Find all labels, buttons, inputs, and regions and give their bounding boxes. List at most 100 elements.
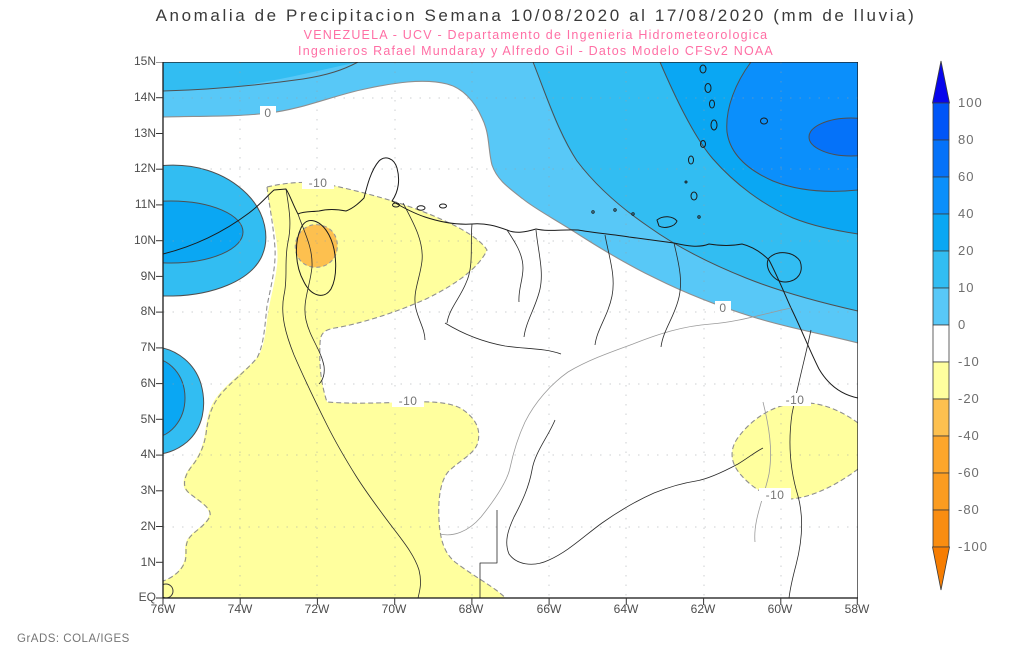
- contour-labels: 0 -10 0 -10 -10 -10: [260, 106, 811, 502]
- island-trinidad: [766, 252, 802, 283]
- contour-label-zero-ne: 0: [719, 301, 726, 315]
- border-internal-4: [523, 229, 542, 338]
- border-venezuela-brazil: [506, 419, 764, 565]
- border-venezuela-guyana: [788, 329, 812, 598]
- colorbar-seg-20-40: [932, 213, 950, 252]
- colorbar-seg-40-60: [932, 176, 950, 215]
- lat-label-12n: 12N: [133, 161, 156, 175]
- colorbar-label-minus20: -20: [958, 391, 980, 406]
- island-antilles-2: [704, 83, 712, 93]
- island-barbados: [760, 117, 768, 125]
- colorbar-label-minus10: -10: [958, 354, 980, 369]
- colorbar-seg-minus10-0: [932, 324, 950, 363]
- contour-10-line-west: [163, 62, 359, 92]
- contour-zero-corner-circle: [163, 583, 174, 598]
- grid-dotted: [163, 62, 858, 598]
- colorbar-label-minus100: -100: [958, 539, 988, 554]
- island-antilles-5: [700, 140, 706, 148]
- lat-label-10n: 10N: [133, 233, 156, 247]
- fill-40-60: [726, 62, 858, 192]
- lon-label-62w: 62W: [690, 602, 716, 616]
- island-antilles-1: [699, 64, 707, 74]
- lat-label-5n: 5N: [140, 412, 156, 426]
- colorbar-label-minus40: -40: [958, 428, 980, 443]
- lat-label-13n: 13N: [133, 126, 156, 140]
- border-andes-internal: [297, 213, 325, 385]
- lat-label-1n: 1N: [140, 555, 156, 569]
- contour-10-line-east: [532, 62, 858, 312]
- colorbar-seg-0-10: [932, 287, 950, 326]
- island-dot-2: [697, 215, 701, 219]
- lat-label-3n: 3N: [140, 483, 156, 497]
- island-antilles-6: [688, 155, 694, 165]
- fill-60-80-core: [808, 117, 858, 157]
- lat-label-6n: 6N: [140, 376, 156, 390]
- lon-label-74w: 74W: [227, 602, 253, 616]
- border-internal-8: [506, 229, 524, 303]
- colorbar-label-minus80: -80: [958, 502, 980, 517]
- negative-anomaly-fills: [163, 182, 858, 598]
- fill-southwest-minus10: [163, 182, 505, 598]
- lat-ticks: [156, 62, 163, 599]
- lat-label-4n: 4N: [140, 447, 156, 461]
- island-grenada: [690, 191, 698, 201]
- border-brazil-step: [479, 510, 498, 598]
- fill-andes-minus20-core: [294, 224, 338, 268]
- lon-label-66w: 66W: [536, 602, 562, 616]
- fill-colombia-blob-core: [163, 360, 186, 436]
- lon-label-64w: 64W: [613, 602, 639, 616]
- island-los-roques-1: [591, 210, 595, 214]
- contour-20-line: [659, 62, 858, 235]
- lat-label-14n: 14N: [133, 90, 156, 104]
- island-margarita: [656, 216, 678, 228]
- lat-label-7n: 7N: [140, 340, 156, 354]
- colorbar-label-60: 60: [958, 169, 974, 184]
- island-dot-1: [684, 180, 688, 184]
- island-aruba: [392, 202, 400, 208]
- border-internal-5: [594, 234, 614, 346]
- positive-anomaly-fills: [163, 62, 858, 455]
- island-los-roques-3: [631, 212, 635, 216]
- subtitle-authors: Ingenieros Rafael Mundaray y Alfredo Gil…: [298, 44, 774, 58]
- lake-maracaibo: [296, 220, 337, 296]
- fill-southeast-minus10-blob: [732, 402, 858, 500]
- colorbar-seg-minus80-60: [932, 472, 950, 511]
- colorbar-triangle-top: [932, 60, 950, 104]
- colorbar-seg-80-100: [932, 102, 950, 141]
- colorbar-triangle-bottom: [932, 546, 950, 591]
- colorbar-label-80: 80: [958, 132, 974, 147]
- page-title: Anomalia de Precipitacion Semana 10/08/2…: [155, 6, 917, 25]
- lat-label-11n: 11N: [134, 197, 156, 211]
- lat-label-9n: 9N: [140, 269, 156, 283]
- geography: [163, 64, 858, 598]
- subtitle-institution: VENEZUELA - UCV - Departamento de Ingeni…: [303, 28, 769, 42]
- border-internal-2: [402, 202, 426, 341]
- lat-label-2n: 2N: [140, 519, 156, 533]
- colorbar-label-minus60: -60: [958, 465, 980, 480]
- border-internal-6: [660, 242, 681, 348]
- colorbar-seg-minus20-10: [932, 361, 950, 400]
- border-colombia-venezuela: [282, 188, 421, 598]
- orinoco-river: [439, 307, 792, 536]
- lon-ticks: [162, 598, 858, 605]
- island-los-roques-2: [613, 208, 617, 212]
- contour-40-line: [726, 62, 858, 192]
- grads-attribution: GrADS: COLA/IGES: [17, 633, 130, 645]
- colorbar-seg-10-20: [932, 250, 950, 289]
- colorbar-seg-minus100-80: [932, 509, 950, 548]
- lat-label-eq: EQ: [138, 590, 156, 604]
- colorbar-label-10: 10: [958, 280, 974, 295]
- lon-label-68w: 68W: [458, 602, 484, 616]
- colorbar-seg-60-80: [932, 139, 950, 178]
- island-antilles-4: [710, 119, 718, 131]
- border-internal-7: [444, 322, 562, 355]
- colorbar-label-40: 40: [958, 206, 974, 221]
- island-bonaire: [439, 203, 447, 209]
- contour-zero-line: [163, 80, 858, 344]
- colorbar-seg-minus60-40: [932, 435, 950, 474]
- fill-10-20-west: [163, 62, 358, 91]
- island-antilles-3: [709, 99, 715, 109]
- contour-label-minus10-andes: -10: [309, 176, 328, 190]
- contour-minus10-west-boundary: [163, 186, 276, 582]
